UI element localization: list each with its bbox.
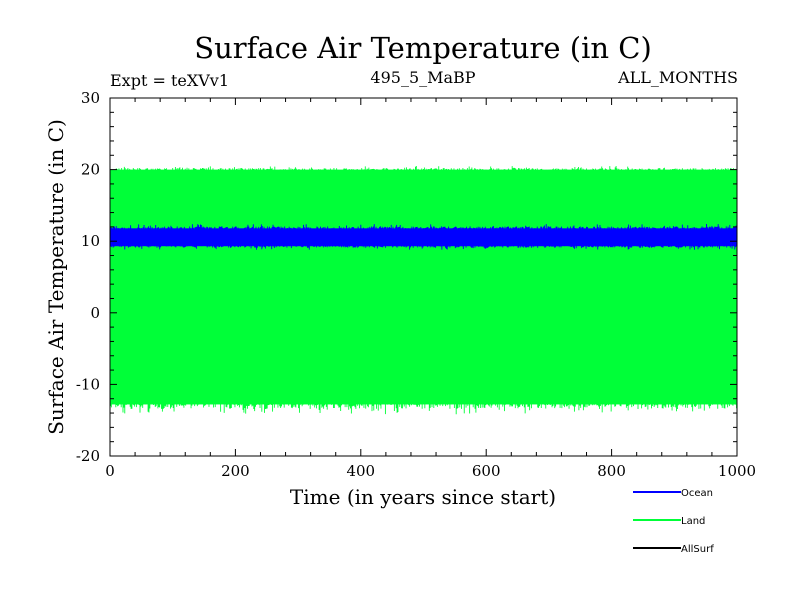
- chart-subtitle-center: 495_5_MaBP: [370, 68, 475, 87]
- legend-label-land: Land: [681, 516, 705, 527]
- y-tick-label: 0: [90, 304, 100, 322]
- x-tick-label: 1000: [718, 462, 756, 480]
- y-tick-label: 20: [81, 161, 100, 179]
- y-tick-label: 30: [81, 89, 100, 107]
- x-tick-label: 0: [105, 462, 115, 480]
- legend-label-ocean: Ocean: [681, 488, 713, 499]
- series-line-land: [109, 166, 738, 415]
- legend: Ocean Land AllSurf: [633, 488, 714, 555]
- series-layer: [109, 166, 738, 415]
- x-axis-label: Time (in years since start): [290, 485, 556, 509]
- tick-layer: 0 200 400 600 800 1000 -20 -10 0 10 20 30: [76, 89, 756, 480]
- chart-subtitle-right: ALL_MONTHS: [617, 68, 738, 87]
- chart-title: Surface Air Temperature (in C): [194, 31, 652, 65]
- x-tick-label: 400: [346, 462, 375, 480]
- x-tick-label: 200: [221, 462, 250, 480]
- x-tick-label: 800: [597, 462, 626, 480]
- series-line-ocean: [109, 224, 738, 250]
- y-tick-label: -20: [76, 447, 100, 465]
- y-tick-label: -10: [76, 375, 100, 393]
- y-tick-label: 10: [81, 232, 100, 250]
- chart-subtitle-left: Expt = teXVv1: [110, 71, 229, 90]
- y-axis-label: Surface Air Temperature (in C): [44, 119, 68, 435]
- x-tick-label: 600: [472, 462, 501, 480]
- legend-label-allsurf: AllSurf: [681, 544, 714, 555]
- plot-frame: [109, 97, 738, 457]
